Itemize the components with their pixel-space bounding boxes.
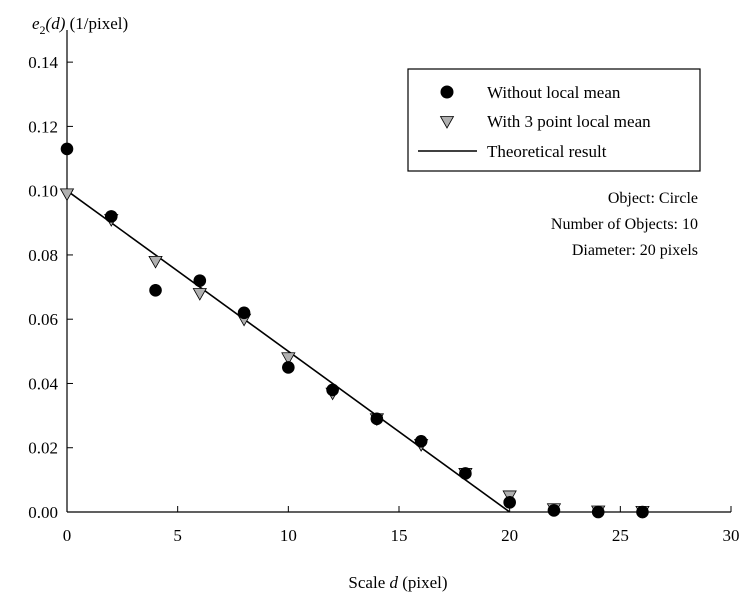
- point-with-3-point-local-mean: [59, 188, 75, 202]
- x-tick-label: 20: [501, 526, 518, 545]
- legend-box: [407, 68, 701, 172]
- x-tick-label: 15: [391, 526, 408, 545]
- x-tick-label: 25: [612, 526, 629, 545]
- point-with-3-point-local-mean: [192, 288, 207, 301]
- y-tick-label: 0.10: [28, 182, 58, 201]
- x-tick-label: 30: [723, 526, 740, 545]
- y-tick-label: 0.08: [28, 246, 58, 265]
- point-without-local-mean: [60, 142, 74, 156]
- point-without-local-mean: [237, 306, 251, 320]
- legend: Without local mean With 3 point local me…: [407, 68, 701, 172]
- x-axis-title-suffix: (pixel): [398, 573, 448, 592]
- y-axis-title-main: e: [32, 14, 40, 33]
- point-without-local-mean: [282, 361, 295, 374]
- y-axis-title-subscript: 2: [40, 23, 46, 37]
- point-without-local-mean: [149, 283, 162, 297]
- x-tick-label: 0: [63, 526, 72, 545]
- x-tick-label: 5: [173, 526, 182, 545]
- annotation-diameter: Diameter: 20 pixels: [572, 242, 698, 259]
- annotation-block: Object: Circle Number of Objects: 10 Dia…: [551, 190, 698, 259]
- legend-marker-with-3-point-local-mean: [439, 116, 455, 129]
- legend-label-with-3-point-local-mean: With 3 point local mean: [487, 112, 651, 131]
- point-with-3-point-local-mean: [281, 352, 296, 366]
- y-tick-label: 0.02: [28, 439, 58, 458]
- annotation-object: Object: Circle: [608, 190, 698, 207]
- data-layer: [59, 142, 650, 519]
- point-without-local-mean: [591, 505, 605, 519]
- y-axis-title: e2(d) (1/pixel): [32, 14, 128, 37]
- legend-label-theoretical-result: Theoretical result: [487, 142, 607, 161]
- y-tick-label: 0.04: [28, 374, 58, 393]
- axes-layer: 0.00 0.02 0.04 0.06 0.08 0.10 0.12 0.14 0 5 10 15 20…: [28, 30, 740, 545]
- point-without-local-mean: [370, 412, 384, 426]
- x-tick-label: 10: [280, 526, 297, 545]
- y-tick-label: 0.12: [28, 117, 58, 136]
- legend-marker-without-local-mean: [440, 85, 454, 99]
- x-axis-title-prefix: Scale: [348, 573, 389, 592]
- point-without-local-mean: [326, 383, 339, 397]
- point-without-local-mean: [503, 496, 516, 509]
- y-axis-title-arg: (d): [46, 14, 66, 33]
- y-tick-label: 0.06: [28, 310, 58, 329]
- point-without-local-mean: [636, 505, 649, 519]
- y-tick-label: 0.00: [28, 503, 58, 522]
- point-without-local-mean: [104, 210, 118, 223]
- y-axis-title-unit: (1/pixel): [65, 14, 128, 33]
- annotation-number-of-objects: Number of Objects: 10: [551, 216, 698, 233]
- legend-label-without-local-mean: Without local mean: [487, 83, 621, 102]
- x-axis-title-var: d: [390, 573, 399, 592]
- theoretical-result-line: [66, 190, 511, 513]
- point-without-local-mean: [459, 467, 472, 480]
- y-tick-label: 0.14: [28, 53, 58, 72]
- point-without-local-mean: [414, 435, 428, 448]
- point-with-3-point-local-mean: [148, 255, 163, 269]
- point-without-local-mean: [193, 274, 207, 287]
- point-without-local-mean: [547, 504, 561, 517]
- x-axis-title: Scale d (pixel): [348, 573, 447, 592]
